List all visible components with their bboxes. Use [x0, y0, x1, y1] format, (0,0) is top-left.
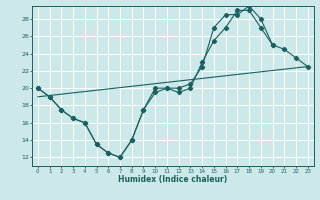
X-axis label: Humidex (Indice chaleur): Humidex (Indice chaleur) — [118, 175, 228, 184]
